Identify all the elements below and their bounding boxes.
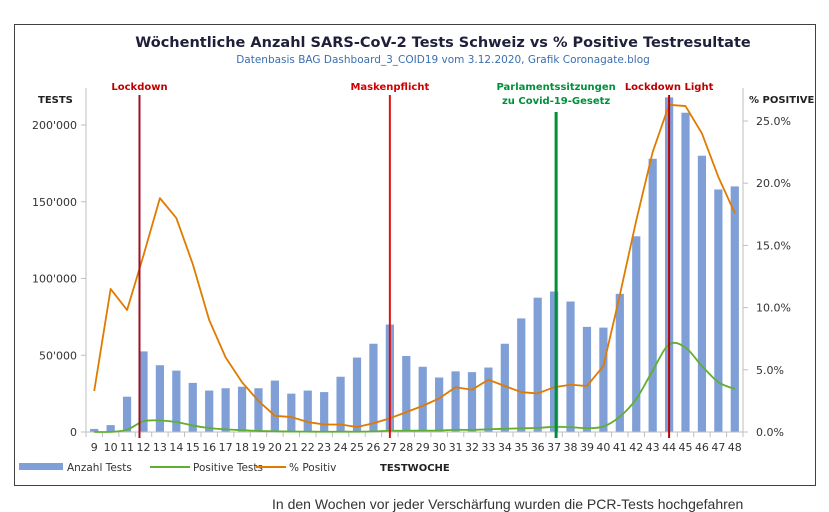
y-left-tick-label: 100'000 bbox=[32, 273, 77, 286]
x-tick-label: 43 bbox=[646, 441, 660, 454]
bar-tests-week-45 bbox=[681, 113, 689, 432]
x-tick-label: 12 bbox=[136, 441, 150, 454]
annotation-label-week-44: Lockdown Light bbox=[625, 82, 714, 93]
x-tick-label: 45 bbox=[679, 441, 693, 454]
bar-tests-week-23 bbox=[320, 392, 328, 432]
x-tick-label: 42 bbox=[629, 441, 643, 454]
y-right-tick-label: 5.0% bbox=[756, 364, 784, 377]
x-tick-label: 30 bbox=[432, 441, 446, 454]
y-axis-left-title: TESTS bbox=[38, 95, 73, 106]
x-tick-label: 48 bbox=[728, 441, 742, 454]
x-tick-label: 31 bbox=[449, 441, 463, 454]
bar-tests-week-48 bbox=[731, 186, 739, 432]
x-tick-label: 13 bbox=[153, 441, 167, 454]
bar-tests-week-31 bbox=[451, 371, 459, 432]
x-tick-label: 40 bbox=[596, 441, 610, 454]
chart-subtitle: Datenbasis BAG Dashboard_3_COID19 vom 3.… bbox=[236, 54, 650, 66]
bar-tests-week-13 bbox=[156, 365, 164, 432]
bar-tests-week-47 bbox=[714, 189, 722, 432]
x-tick-label: 33 bbox=[481, 441, 495, 454]
annotation-label-week-37: zu Covid-19-Gesetz bbox=[502, 96, 610, 107]
y-right-tick-label: 25.0% bbox=[756, 115, 791, 128]
x-tick-label: 34 bbox=[498, 441, 512, 454]
bar-tests-week-11 bbox=[123, 397, 131, 432]
x-tick-label: 32 bbox=[465, 441, 479, 454]
x-tick-label: 11 bbox=[120, 441, 134, 454]
bar-tests-week-46 bbox=[698, 156, 706, 432]
bar-tests-week-32 bbox=[468, 372, 476, 432]
x-tick-label: 14 bbox=[169, 441, 183, 454]
bar-tests-week-16 bbox=[205, 391, 213, 432]
x-tick-label: 19 bbox=[251, 441, 265, 454]
y-left-tick-label: 150'000 bbox=[32, 196, 77, 209]
footer-caption: In den Wochen vor jeder Verschärfung wur… bbox=[272, 496, 743, 512]
bar-tests-week-41 bbox=[616, 294, 624, 432]
legend-swatch-tests bbox=[19, 463, 63, 470]
x-tick-label: 20 bbox=[268, 441, 282, 454]
legend-label-percent: % Positiv bbox=[289, 462, 336, 474]
bar-tests-week-36 bbox=[534, 298, 542, 432]
bar-tests-week-29 bbox=[419, 367, 427, 432]
x-tick-label: 46 bbox=[695, 441, 709, 454]
bar-tests-week-38 bbox=[566, 302, 574, 432]
x-tick-label: 37 bbox=[547, 441, 561, 454]
x-tick-label: 22 bbox=[301, 441, 315, 454]
bar-tests-week-39 bbox=[583, 327, 591, 432]
annotation-label-week-27: Maskenpflicht bbox=[350, 82, 429, 93]
bar-tests-week-21 bbox=[287, 394, 295, 432]
bar-tests-week-17 bbox=[222, 388, 230, 432]
bar-tests-week-18 bbox=[238, 387, 246, 432]
x-axis-title: TESTWOCHE bbox=[380, 463, 450, 474]
bar-tests-week-43 bbox=[649, 159, 657, 432]
x-tick-label: 17 bbox=[219, 441, 233, 454]
x-tick-label: 25 bbox=[350, 441, 364, 454]
x-tick-label: 10 bbox=[104, 441, 118, 454]
x-tick-label: 16 bbox=[202, 441, 216, 454]
x-tick-label: 36 bbox=[531, 441, 545, 454]
x-tick-label: 38 bbox=[564, 441, 578, 454]
x-tick-label: 24 bbox=[334, 441, 348, 454]
y-left-tick-label: 50'000 bbox=[39, 349, 77, 362]
bar-tests-week-33 bbox=[484, 368, 492, 432]
y-right-tick-label: 10.0% bbox=[756, 302, 791, 315]
y-right-tick-label: 0.0% bbox=[756, 426, 784, 439]
x-tick-label: 27 bbox=[383, 441, 397, 454]
x-tick-label: 29 bbox=[416, 441, 430, 454]
x-tick-label: 15 bbox=[186, 441, 200, 454]
x-tick-label: 18 bbox=[235, 441, 249, 454]
y-right-tick-label: 20.0% bbox=[756, 177, 791, 190]
y-right-tick-label: 15.0% bbox=[756, 239, 791, 252]
annotation-label-week-37: Parlamentssitzungen bbox=[496, 82, 615, 93]
x-tick-label: 28 bbox=[399, 441, 413, 454]
chart-title: Wöchentliche Anzahl SARS-CoV-2 Tests Sch… bbox=[135, 35, 751, 51]
bar-tests-week-20 bbox=[271, 381, 279, 432]
x-tick-label: 23 bbox=[317, 441, 331, 454]
bar-tests-week-19 bbox=[254, 388, 262, 432]
y-axis-right-title: % POSITIVE bbox=[749, 95, 815, 106]
bar-tests-week-40 bbox=[599, 328, 607, 432]
legend: Anzahl Tests Positive Tests % Positiv bbox=[19, 462, 336, 474]
bar-tests-week-35 bbox=[517, 318, 525, 432]
x-tick-label: 47 bbox=[711, 441, 725, 454]
x-tick-label: 44 bbox=[662, 441, 676, 454]
y-left-tick-label: 0 bbox=[70, 426, 77, 439]
bar-tests-week-28 bbox=[402, 356, 410, 432]
x-tick-label: 26 bbox=[366, 441, 380, 454]
x-tick-label: 41 bbox=[613, 441, 627, 454]
bar-tests-week-25 bbox=[353, 358, 361, 432]
legend-label-positive: Positive Tests bbox=[193, 462, 263, 474]
x-tick-label: 35 bbox=[514, 441, 528, 454]
annotation-label-week-12: Lockdown bbox=[111, 82, 167, 93]
bar-tests-week-26 bbox=[369, 344, 377, 432]
y-left-tick-label: 200'000 bbox=[32, 119, 77, 132]
bar-tests-week-30 bbox=[435, 378, 443, 432]
bar-tests-week-22 bbox=[304, 391, 312, 432]
x-tick-label: 21 bbox=[284, 441, 298, 454]
x-tick-label: 9 bbox=[91, 441, 98, 454]
legend-label-tests: Anzahl Tests bbox=[67, 462, 132, 474]
x-tick-label: 39 bbox=[580, 441, 594, 454]
